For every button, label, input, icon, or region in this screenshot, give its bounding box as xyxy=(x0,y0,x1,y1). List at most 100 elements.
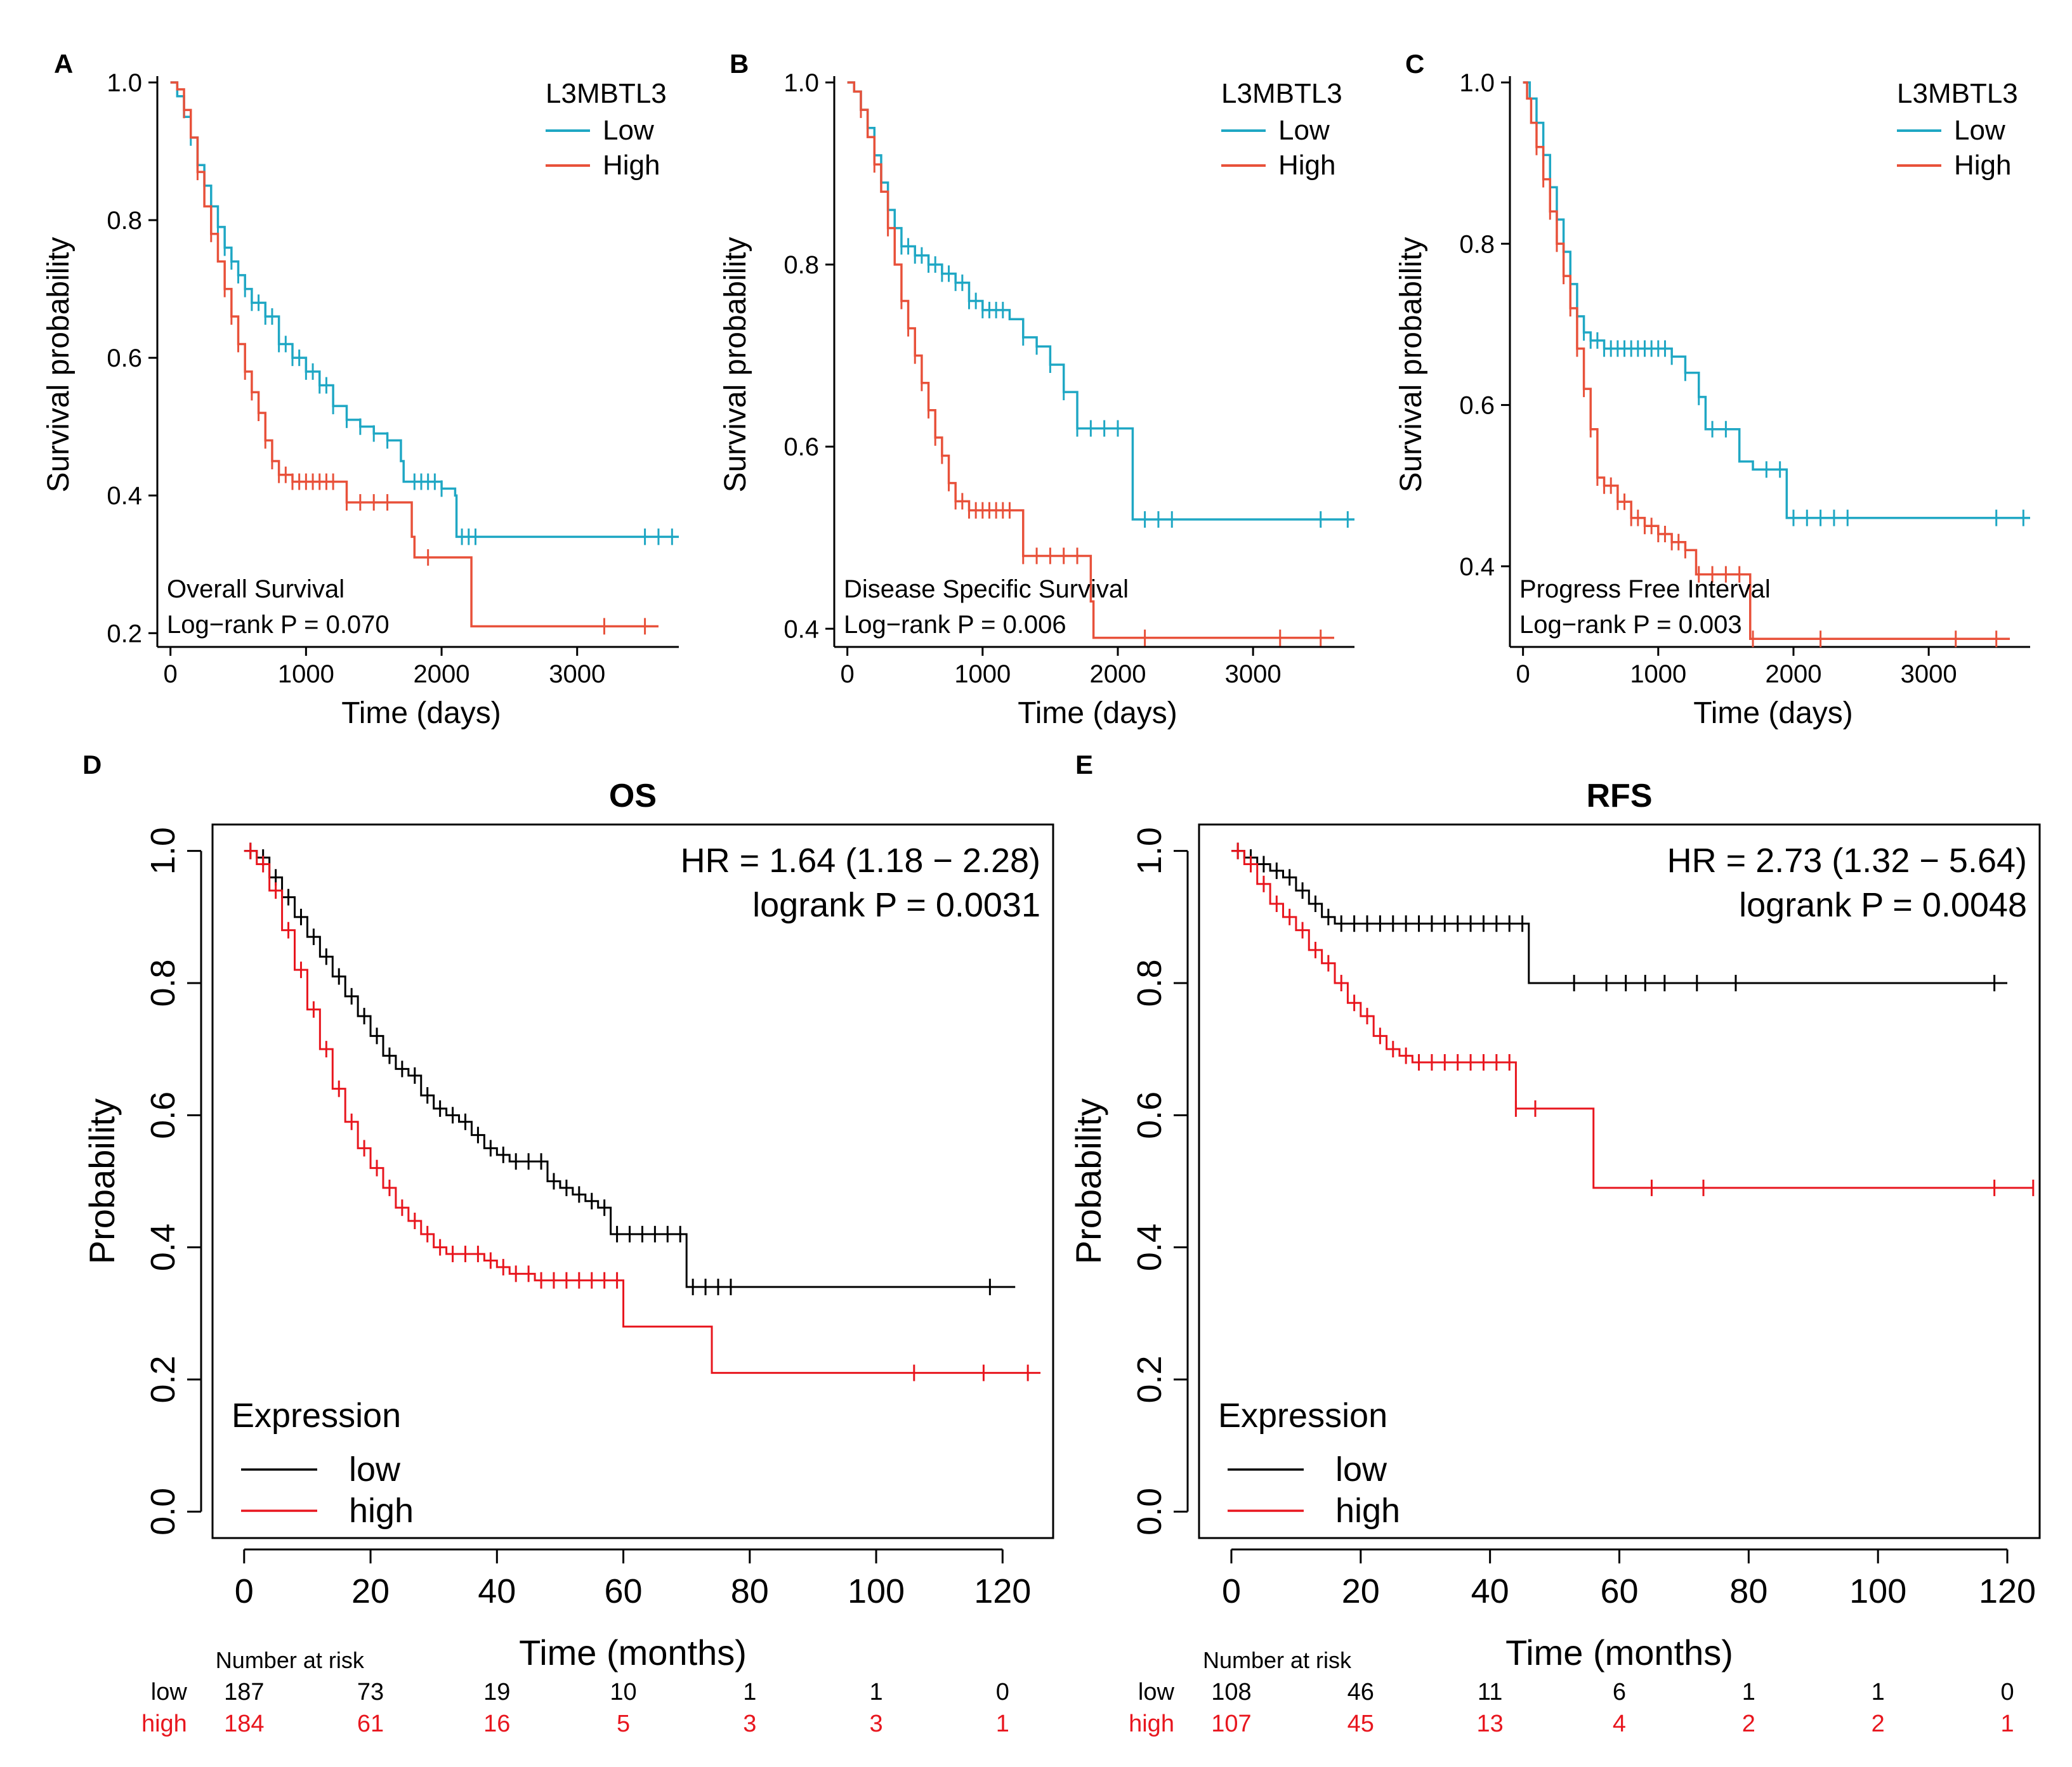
chart-title: OS xyxy=(609,778,657,814)
risk-table-header: Number at risk xyxy=(1203,1647,1352,1673)
risk-row-label-low: low xyxy=(1138,1679,1175,1705)
x-axis-label: Time (months) xyxy=(519,1633,747,1672)
x-tick-label: 2000 xyxy=(1765,660,1821,688)
survival-curve-low xyxy=(170,81,679,538)
panel-label: D xyxy=(82,750,102,779)
x-tick-label: 80 xyxy=(731,1572,769,1610)
risk-value: 1 xyxy=(2000,1711,2014,1737)
risk-value: 3 xyxy=(743,1711,756,1737)
legend-label-high: High xyxy=(1278,150,1336,181)
y-tick-label: 0.0 xyxy=(1131,1488,1169,1536)
x-tick-label: 0 xyxy=(1222,1572,1241,1610)
risk-value: 187 xyxy=(224,1679,264,1705)
panel-label: C xyxy=(1405,49,1424,79)
risk-value: 1 xyxy=(996,1711,1009,1737)
x-tick-label: 80 xyxy=(1729,1572,1767,1610)
plot-frame xyxy=(211,823,1054,1539)
x-axis-label: Time (days) xyxy=(1693,696,1853,730)
risk-value: 3 xyxy=(869,1711,882,1737)
panel-a: A 0 1000 2000 3000 0.2 0.4 0.6 0.8 1.0 Time (days)… xyxy=(42,49,679,730)
risk-value: 11 xyxy=(1478,1679,1502,1705)
y-tick-label: 1.0 xyxy=(1459,69,1495,97)
panel-label: B xyxy=(730,49,749,79)
y-tick-label: 0.4 xyxy=(1459,553,1495,581)
legend-title: L3MBTL3 xyxy=(546,78,667,109)
x-tick-label: 60 xyxy=(605,1572,643,1610)
legend-label-high: High xyxy=(1954,150,2012,181)
annotation-title: Disease Specific Survival xyxy=(844,575,1129,603)
y-tick-label: 0.2 xyxy=(1131,1355,1169,1403)
risk-value: 1 xyxy=(743,1679,756,1705)
survival-curve-high xyxy=(847,81,1335,639)
risk-value: 1 xyxy=(869,1679,882,1705)
legend-label-low: low xyxy=(1335,1451,1387,1489)
y-tick-label: 0.2 xyxy=(144,1355,182,1403)
x-tick-label: 120 xyxy=(1979,1572,2036,1610)
y-tick-label: 1.0 xyxy=(1131,827,1169,875)
hazard-ratio: HR = 1.64 (1.18 − 2.28) xyxy=(681,842,1040,880)
x-tick-label: 1000 xyxy=(1630,660,1686,688)
risk-value: 0 xyxy=(2000,1679,2014,1705)
annotation-logrank: Log−rank P = 0.070 xyxy=(167,611,390,639)
survival-curve-low xyxy=(847,81,1354,521)
risk-value: 6 xyxy=(1613,1679,1626,1705)
risk-value: 107 xyxy=(1211,1711,1251,1737)
y-axis-label: Survival probability xyxy=(719,237,752,493)
x-tick-label: 0 xyxy=(164,660,178,688)
x-tick-label: 2000 xyxy=(414,660,470,688)
legend-title: L3MBTL3 xyxy=(1221,78,1342,109)
risk-value: 73 xyxy=(357,1679,384,1705)
legend-label-low: Low xyxy=(1954,115,2005,146)
y-tick-label: 0.8 xyxy=(1459,230,1495,258)
risk-value: 10 xyxy=(610,1679,636,1705)
x-tick-label: 3000 xyxy=(1901,660,1957,688)
survival-curve-low xyxy=(1523,81,2030,519)
y-tick-label: 0.6 xyxy=(144,1092,182,1139)
legend-title: Expression xyxy=(1218,1397,1387,1435)
y-tick-label: 0.0 xyxy=(144,1488,182,1536)
y-tick-label: 0.4 xyxy=(144,1223,182,1271)
y-tick-label: 0.6 xyxy=(784,433,819,461)
survival-curve-high xyxy=(170,81,659,628)
y-tick-label: 0.8 xyxy=(107,207,142,235)
y-tick-label: 0.6 xyxy=(1459,392,1495,420)
x-tick-label: 120 xyxy=(974,1572,1031,1610)
risk-value: 1 xyxy=(1872,1679,1885,1705)
annotation-logrank: Log−rank P = 0.006 xyxy=(844,611,1066,639)
x-tick-label: 1000 xyxy=(278,660,334,688)
legend-title: Expression xyxy=(232,1397,401,1435)
x-tick-label: 60 xyxy=(1600,1572,1638,1610)
legend-title: L3MBTL3 xyxy=(1897,78,2018,109)
logrank-p: logrank P = 0.0031 xyxy=(752,886,1040,924)
x-tick-label: 2000 xyxy=(1089,660,1146,688)
x-tick-label: 40 xyxy=(478,1572,516,1610)
risk-value: 108 xyxy=(1211,1679,1251,1705)
risk-table-header: Number at risk xyxy=(216,1647,365,1673)
risk-value: 1 xyxy=(1742,1679,1755,1705)
panel-label: A xyxy=(54,49,73,79)
panel-label: E xyxy=(1075,750,1093,779)
y-tick-label: 0.8 xyxy=(144,959,182,1007)
y-tick-label: 1.0 xyxy=(107,69,142,97)
risk-value: 19 xyxy=(483,1679,510,1705)
legend-label-high: high xyxy=(349,1492,414,1530)
x-tick-label: 20 xyxy=(1342,1572,1380,1610)
y-tick-label: 0.4 xyxy=(107,482,142,510)
risk-row-label-low: low xyxy=(151,1679,188,1705)
risk-value: 45 xyxy=(1347,1711,1374,1737)
y-axis-label: Survival probability xyxy=(1394,237,1428,493)
legend-label-high: High xyxy=(603,150,660,181)
risk-value: 4 xyxy=(1613,1711,1626,1737)
y-tick-label: 1.0 xyxy=(784,69,819,97)
logrank-p: logrank P = 0.0048 xyxy=(1739,886,2027,924)
y-tick-label: 0.8 xyxy=(784,251,819,279)
risk-value: 2 xyxy=(1742,1711,1755,1737)
x-axis-label: Time (months) xyxy=(1505,1633,1733,1672)
y-axis-label: Probability xyxy=(1068,1099,1108,1264)
y-axis-label: Survival probability xyxy=(42,237,75,493)
x-tick-label: 0 xyxy=(235,1572,254,1610)
y-tick-label: 0.4 xyxy=(784,615,819,643)
